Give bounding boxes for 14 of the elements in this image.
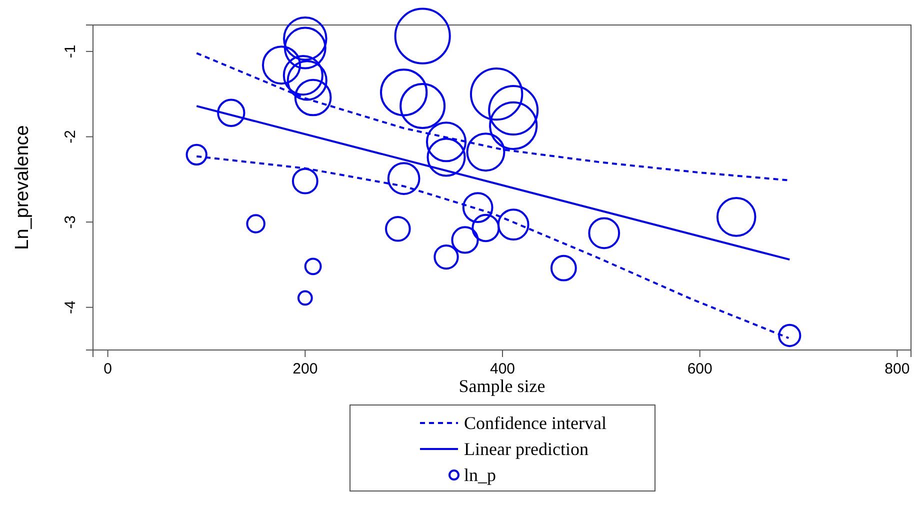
y-tick-label: -3	[62, 215, 79, 229]
y-tick-label: -1	[62, 44, 79, 58]
x-axis-title: Sample size	[458, 376, 546, 396]
x-tick-label: 600	[687, 360, 712, 378]
x-tick-label: 800	[884, 360, 910, 378]
legend-label: Confidence interval	[464, 413, 606, 433]
y-tick-label: -4	[62, 300, 79, 314]
y-tick-label: -2	[62, 130, 79, 144]
y-axis-title: Ln_prevalence	[12, 125, 33, 250]
x-tick-label: 400	[490, 360, 516, 378]
legend-label: Linear prediction	[464, 439, 588, 459]
legend-label: ln_p	[464, 465, 496, 485]
x-tick-label: 0	[104, 360, 112, 378]
x-tick-label: 200	[292, 360, 318, 378]
